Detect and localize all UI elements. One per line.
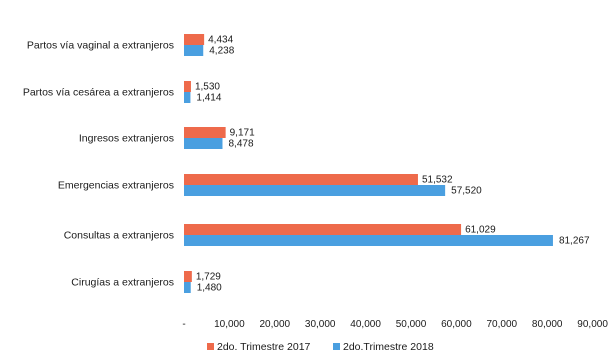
bar [184, 224, 462, 235]
category-label: Partos vía vaginal a extranjeros [27, 40, 174, 52]
x-tick-label: 10,000 [214, 319, 245, 330]
x-tick-label: 40,000 [350, 319, 381, 330]
x-axis: - 10,000 20,000 30,000 40,000 50,000 60,000 70,… [182, 319, 608, 330]
bar [184, 81, 191, 92]
data-label: 1,414 [196, 93, 221, 104]
data-label: 4,238 [209, 46, 234, 57]
data-label: 4,434 [208, 35, 233, 46]
bar [184, 92, 191, 103]
x-tick-label: 50,000 [396, 319, 427, 330]
category-label: Consultas a extranjeros [64, 230, 174, 242]
data-label: 61,029 [465, 225, 496, 236]
category-label: Emergencias extranjeros [58, 180, 174, 192]
data-label: 1,729 [196, 272, 221, 283]
bar [184, 174, 418, 185]
x-tick-label: - [182, 319, 185, 330]
legend-label: 2do. Trimestre 2017 [217, 341, 311, 353]
x-tick-label: 70,000 [487, 319, 518, 330]
data-label: 57,520 [451, 186, 482, 197]
legend-label: 2do.Trimestre 2018 [343, 341, 434, 353]
data-label: 51,532 [422, 175, 453, 186]
category-label: Ingresos extranjeros [79, 133, 174, 145]
category-label: Cirugías a extranjeros [71, 277, 174, 289]
category-label: Partos vía cesárea a extranjeros [23, 87, 174, 99]
data-label: 9,171 [230, 128, 255, 139]
bar [184, 138, 223, 149]
data-label: 81,267 [559, 236, 590, 247]
legend: 2do. Trimestre 2017 2do.Trimestre 2018 [207, 341, 434, 353]
x-tick-label: 30,000 [305, 319, 336, 330]
bar [184, 127, 226, 138]
x-tick-label: 90,000 [577, 319, 608, 330]
bar [184, 235, 553, 246]
legend-swatch [207, 343, 214, 350]
x-tick-label: 80,000 [532, 319, 563, 330]
data-label: 1,530 [195, 82, 220, 93]
plot-area: Partos vía vaginal a extranjeros 4,4344,2… [23, 34, 590, 294]
bar [184, 282, 191, 293]
bar [184, 45, 204, 56]
x-tick-label: 20,000 [260, 319, 291, 330]
x-tick-label: 60,000 [441, 319, 472, 330]
bar [184, 185, 446, 196]
data-label: 1,480 [197, 283, 222, 294]
data-label: 8,478 [228, 139, 253, 150]
legend-swatch [333, 343, 340, 350]
bar [184, 34, 205, 45]
bar [184, 271, 192, 282]
